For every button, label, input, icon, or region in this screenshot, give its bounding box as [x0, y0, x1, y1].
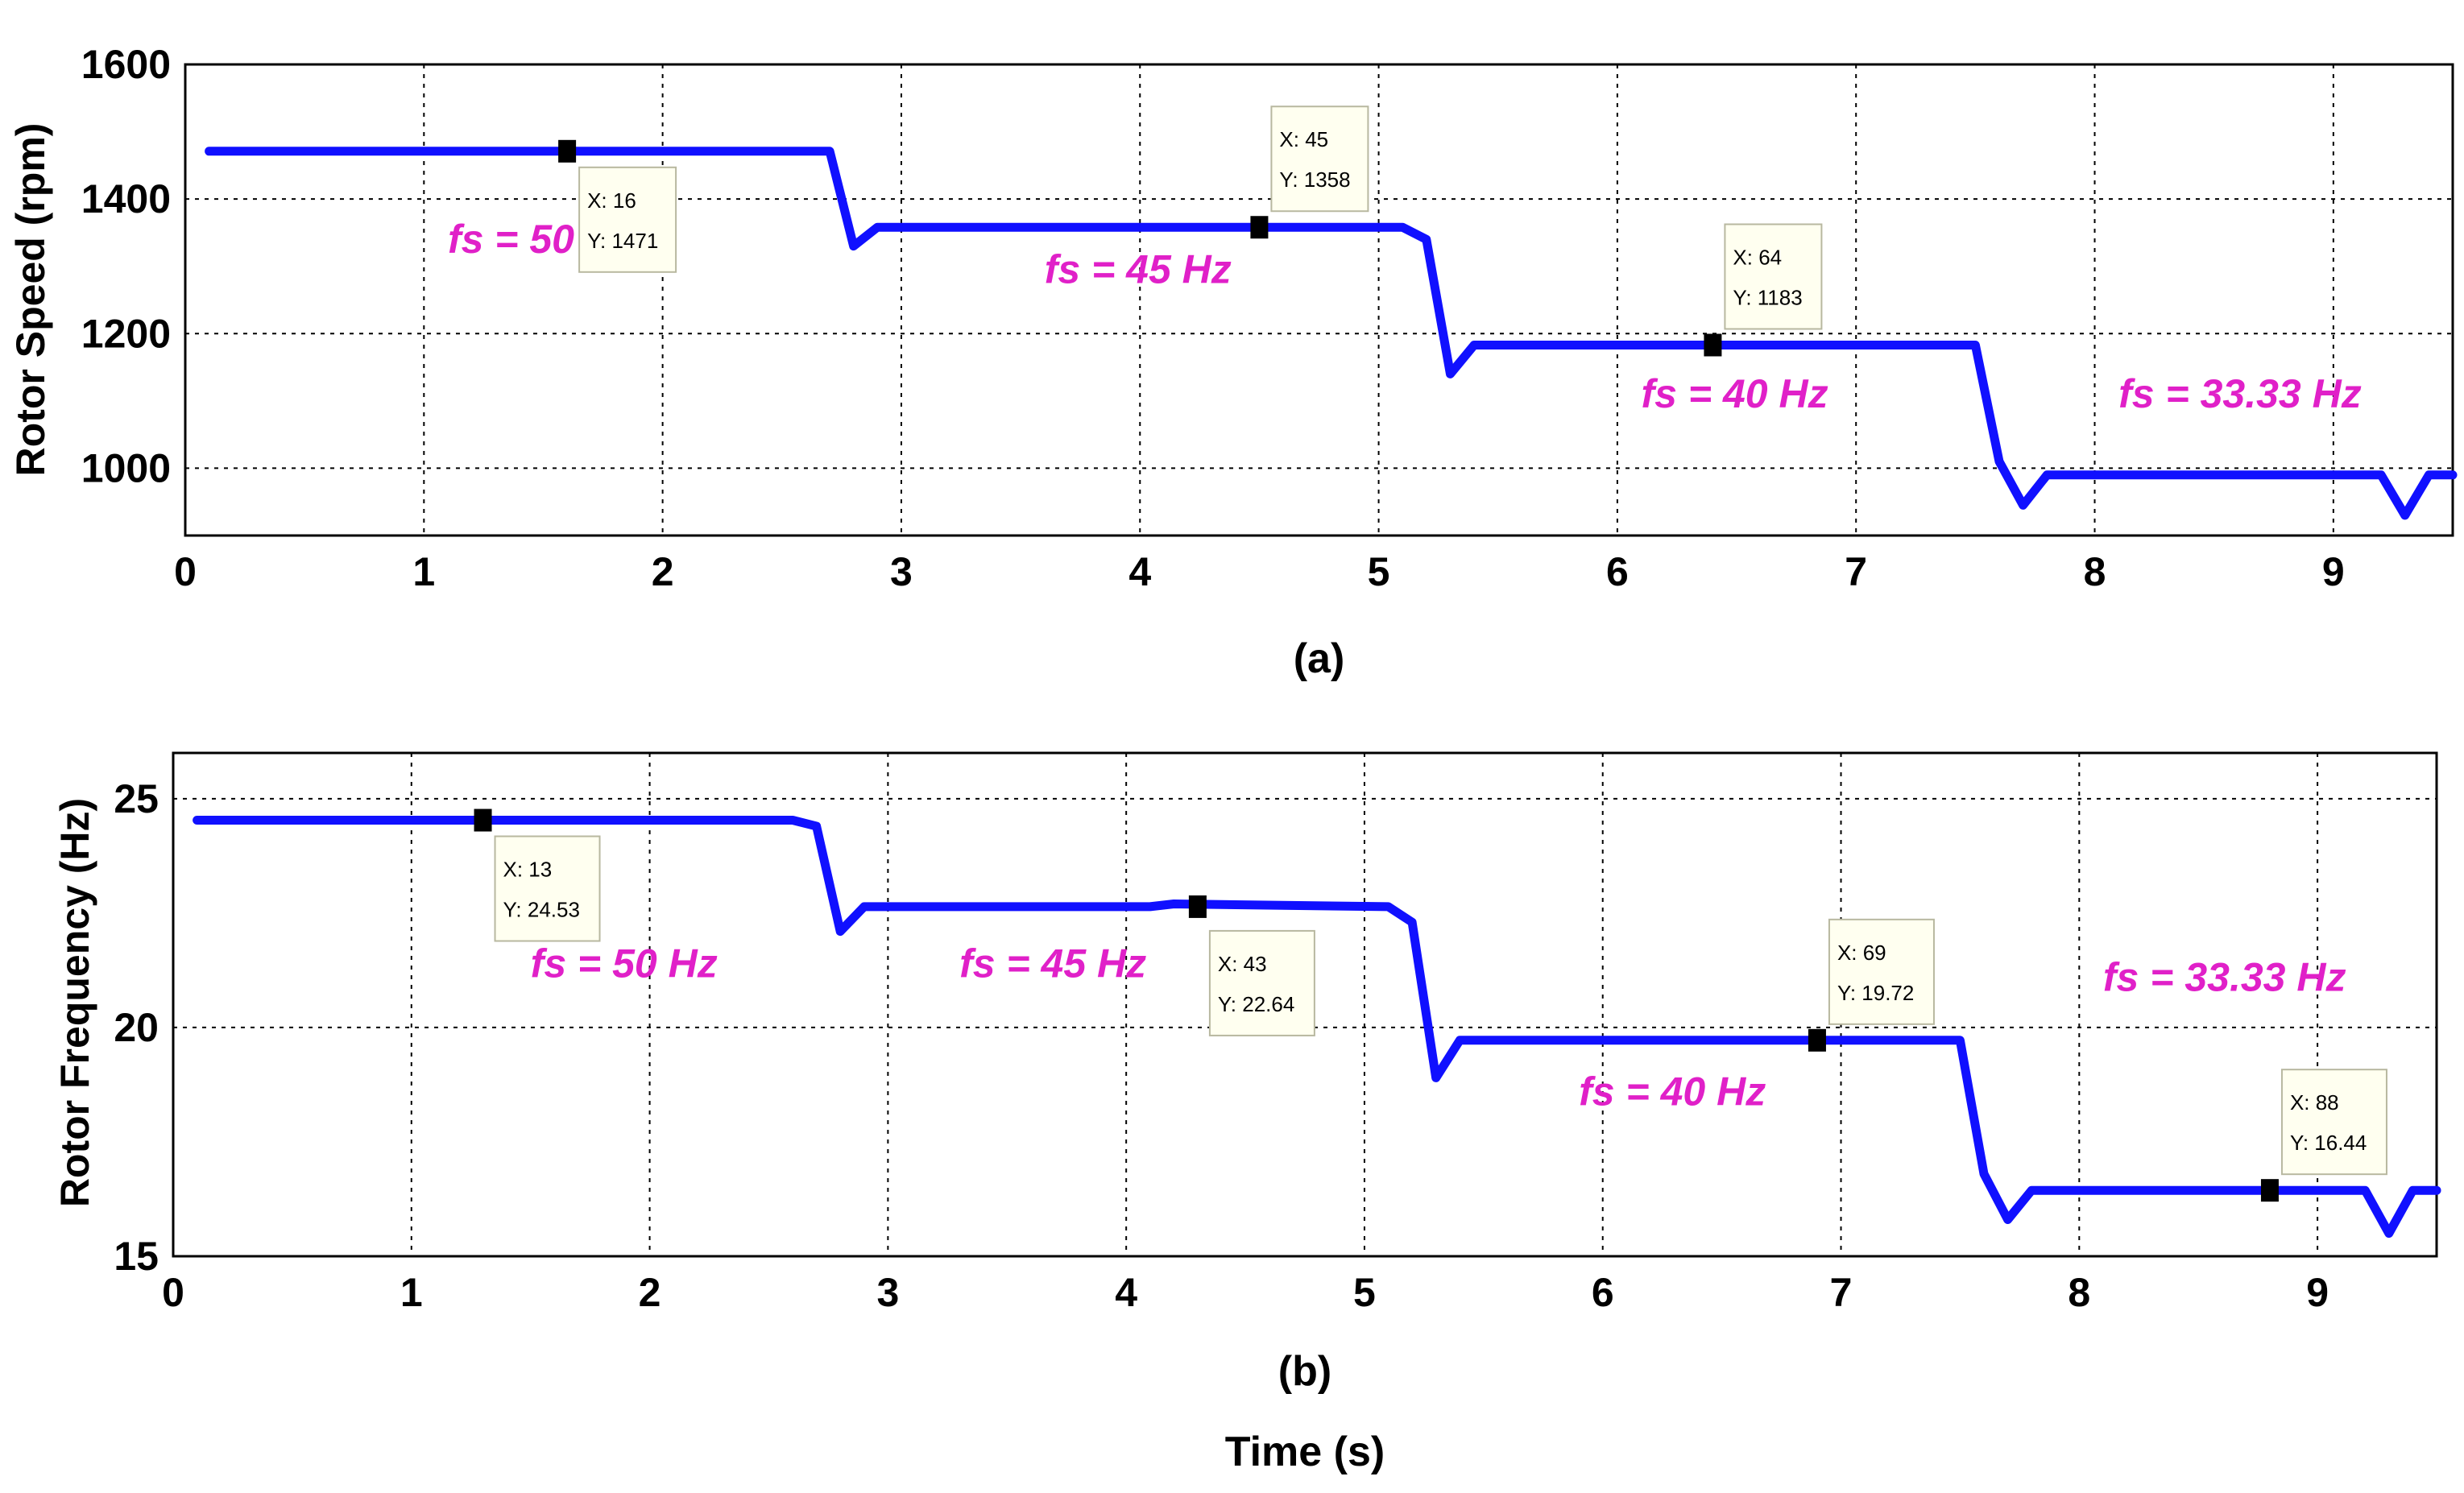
datatip-box [1270, 105, 1369, 213]
datatip-marker [1250, 216, 1269, 239]
frequency-annotation: fs = 50 Hz [531, 941, 718, 986]
datatip-marker [2260, 1179, 2279, 1202]
datatip-box [494, 835, 601, 942]
panel-caption: (b) [1278, 1348, 1331, 1395]
y-axis-label: Rotor Speed (rpm) [8, 123, 53, 477]
series-line [205, 147, 2458, 520]
datatip-marker [1704, 333, 1722, 357]
datatip-marker [474, 809, 492, 832]
datatip-x-label: X: 88 [2290, 1090, 2339, 1115]
x-tick-label: 2 [639, 1270, 661, 1315]
datatip-marker [558, 139, 577, 163]
x-tick-label: 4 [1128, 549, 1151, 594]
plot-frame [172, 751, 2438, 1258]
y-tick-label: 1400 [81, 176, 171, 221]
x-tick-label: 2 [652, 549, 674, 594]
datatip-marker [1188, 895, 1207, 918]
x-tick-label: 8 [2084, 549, 2106, 594]
x-tick-label: 6 [1606, 549, 1629, 594]
datatip-y-label: Y: 22.64 [1218, 992, 1294, 1016]
x-tick-label: 8 [2068, 1270, 2090, 1315]
y-tick-label: 1200 [81, 311, 171, 356]
x-tick-label: 4 [1115, 1270, 1137, 1315]
frequency-annotation: fs = 45 Hz [1045, 247, 1232, 292]
datatip-box [1724, 223, 1823, 330]
rotor-frequency-panel: 0 1 2 3 4 5 6 7 8 9 15 20 25 Rotor Frequency (Hz) (b) T… [52, 751, 2441, 1475]
x-tick-label: 5 [1353, 1270, 1376, 1315]
x-tick-label: 9 [2322, 549, 2345, 594]
datatip-x-label: X: 43 [1218, 952, 1267, 976]
datatip-y-label: Y: 1358 [1279, 167, 1350, 192]
datatip-x-label: X: 64 [1733, 245, 1782, 269]
frequency-annotation: fs = 45 Hz [959, 941, 1146, 986]
y-tick-label: 1600 [81, 42, 171, 87]
plot-frame [184, 63, 2454, 537]
datatip-x-label: X: 69 [1837, 941, 1886, 965]
x-tick-label: 5 [1368, 549, 1390, 594]
x-tick-label: 7 [1845, 549, 1867, 594]
datatip-y-label: Y: 1183 [1733, 285, 1802, 309]
datatip-x-label: X: 13 [503, 858, 553, 882]
x-tick-label: 9 [2306, 1270, 2329, 1315]
y-tick-label: 20 [114, 1005, 159, 1050]
datatip-box [1208, 929, 1315, 1036]
datatip-y-label: Y: 19.72 [1837, 981, 1914, 1005]
datatip-y-label: Y: 1471 [587, 229, 658, 253]
frequency-annotation: fs = 40 Hz [1642, 371, 1828, 416]
datatip-box [578, 166, 677, 273]
y-tick-label: 25 [114, 776, 159, 821]
x-tick-label: 6 [1592, 1270, 1614, 1315]
x-axis-label: Time (s) [1225, 1429, 1385, 1475]
datatip-marker [1808, 1028, 1826, 1052]
frequency-annotation: fs = 40 Hz [1579, 1069, 1766, 1115]
datatip-x-label: X: 16 [587, 188, 636, 213]
y-tick-label: 15 [114, 1234, 159, 1279]
datatip-box [1828, 918, 1935, 1025]
datatip-y-label: Y: 24.53 [503, 898, 580, 922]
datatip-y-label: Y: 16.44 [2290, 1131, 2367, 1155]
series-line [193, 816, 2441, 1239]
rotor-speed-panel: 0 1 2 3 4 5 6 7 8 9 1000 1200 1400 1600 Rotor Speed (r… [8, 42, 2458, 682]
y-axis-label: Rotor Frequency (Hz) [52, 798, 97, 1207]
x-tick-label: 0 [174, 549, 197, 594]
frequency-annotation: fs = 33.33 Hz [2118, 371, 2362, 416]
y-tick-label: 1000 [81, 445, 171, 490]
x-tick-label: 1 [400, 1270, 423, 1315]
frequency-annotation: fs = 33.33 Hz [2103, 954, 2346, 999]
x-tick-label: 0 [162, 1270, 184, 1315]
x-tick-label: 7 [1830, 1270, 1853, 1315]
x-tick-label: 3 [876, 1270, 899, 1315]
x-tick-label: 3 [890, 549, 913, 594]
datatip-box [2280, 1069, 2387, 1176]
x-tick-label: 1 [412, 549, 435, 594]
panel-caption: (a) [1294, 635, 1345, 682]
datatip-x-label: X: 45 [1279, 127, 1328, 151]
